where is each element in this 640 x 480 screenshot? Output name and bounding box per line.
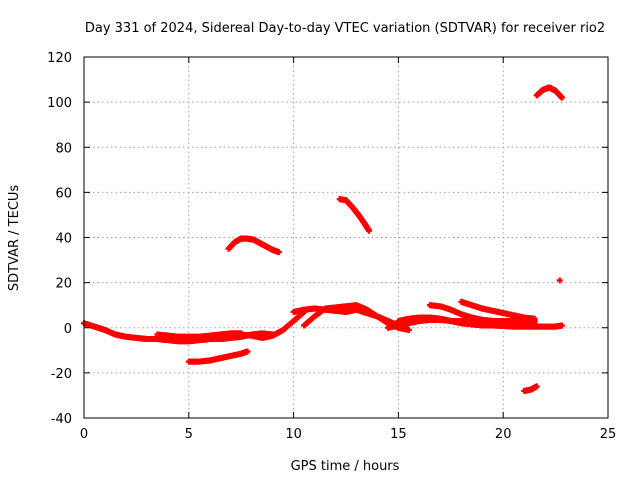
data-point [533, 383, 540, 390]
series-arc-57 [336, 196, 373, 234]
chart-title: Day 331 of 2024, Sidereal Day-to-day VTE… [85, 21, 605, 36]
series-arc-10 [426, 302, 538, 327]
x-tick-label: 0 [80, 427, 88, 442]
gridlines [84, 57, 608, 418]
series-arc-40 [225, 235, 282, 256]
x-tick-label: 5 [185, 427, 193, 442]
x-tick-label: 10 [285, 427, 302, 442]
x-tick-label: 20 [495, 427, 512, 442]
series-arc-neg-15 [185, 348, 251, 365]
series-arc-neg-27 [521, 383, 540, 394]
data-point [244, 348, 251, 355]
y-tick-label: 60 [55, 186, 72, 201]
x-axis-label: GPS time / hours [291, 459, 400, 474]
data-point [366, 227, 373, 234]
data-point [531, 315, 538, 322]
data-point [556, 277, 563, 284]
y-tick-label: 40 [55, 232, 72, 247]
data-point [558, 322, 565, 329]
series-arc-mid-b [301, 302, 412, 334]
data-point [275, 249, 282, 256]
y-tick-label: 0 [64, 322, 72, 337]
data-series [81, 84, 565, 394]
y-tick-label: 100 [47, 96, 72, 111]
series-arc-main-early-b [154, 330, 245, 340]
y-tick-label: 80 [55, 141, 72, 156]
y-tick-label: 120 [47, 51, 72, 66]
y-tick-label: -40 [51, 412, 72, 427]
series-arc-rise [238, 308, 308, 341]
series-arc-105 [533, 84, 565, 101]
y-tick-label: 20 [55, 277, 72, 292]
data-point [558, 94, 565, 101]
axis-ticks: 0 5 10 15 20 25 -40 -20 0 20 40 60 80 100 120 [47, 51, 616, 442]
y-tick-label: -20 [51, 367, 72, 382]
x-tick-label: 25 [600, 427, 617, 442]
y-axis-label: SDTVAR / TECUs [7, 185, 22, 292]
x-tick-label: 15 [390, 427, 407, 442]
series-point-21 [556, 277, 563, 284]
series-arc-11 [458, 298, 538, 322]
data-point [405, 327, 412, 334]
